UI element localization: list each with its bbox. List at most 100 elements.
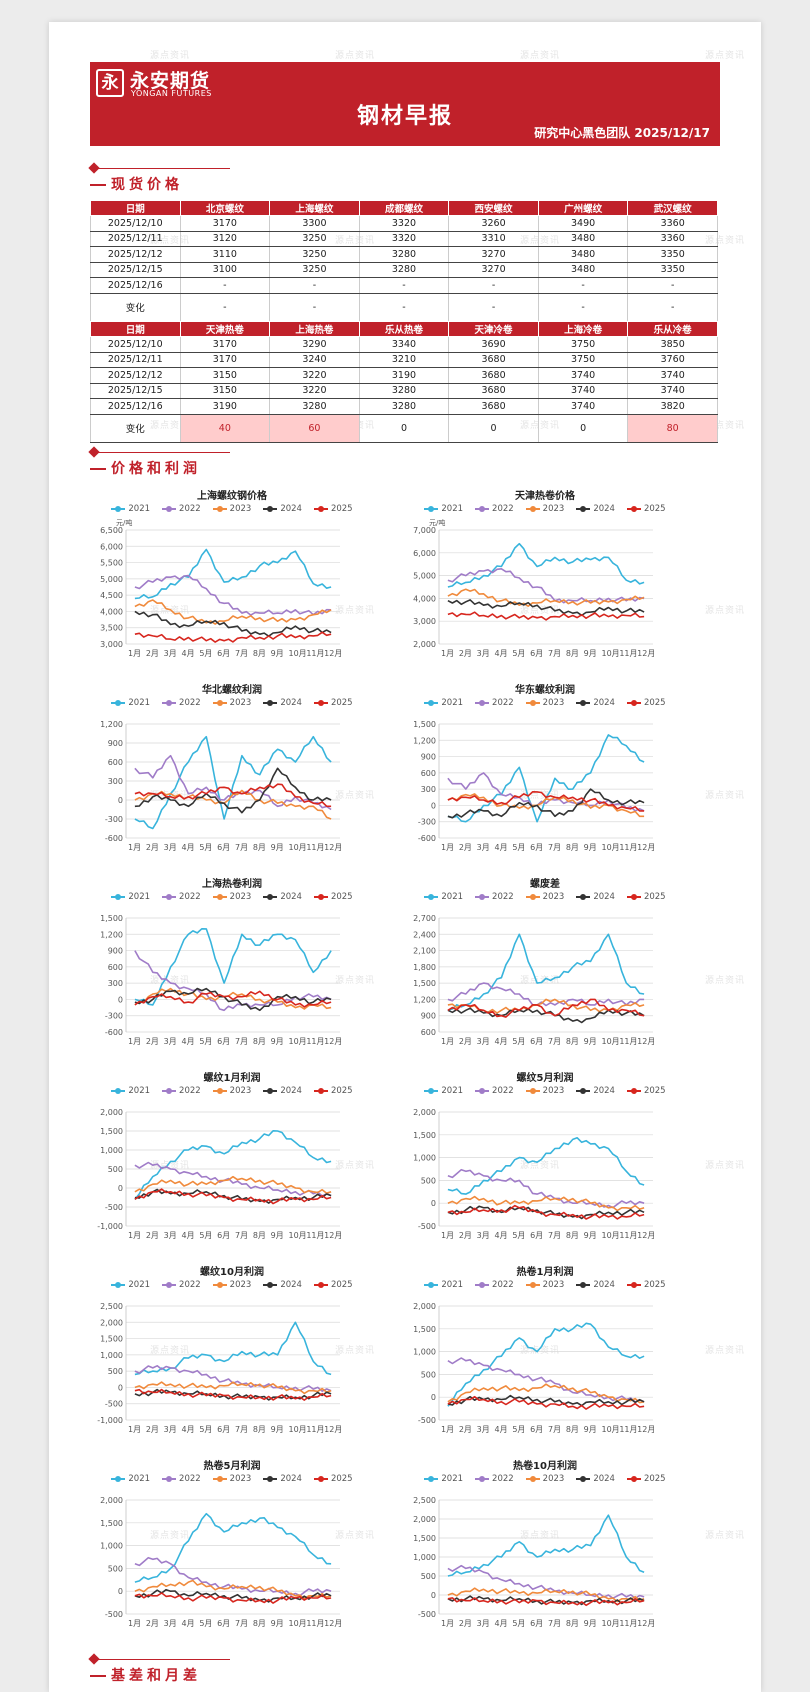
watermark-text: 源点资讯 — [150, 976, 191, 986]
x-tick-label: 7月 — [235, 649, 248, 658]
series-line-2023 — [447, 1587, 645, 1603]
watermark-text: 源点资讯 — [335, 1161, 376, 1171]
legend-label: 2023 — [229, 698, 252, 708]
series-line-2023 — [134, 1175, 332, 1194]
x-tick-label: 10月 — [289, 1231, 307, 1240]
legend-swatch — [313, 699, 328, 706]
chart-title: 螺纹5月利润 — [516, 1073, 574, 1084]
x-tick-label: 4月 — [182, 1037, 195, 1046]
legend-item: 2023 — [212, 504, 251, 514]
legend-item: 2021 — [424, 892, 463, 902]
series-line-2023 — [134, 789, 332, 820]
watermark-text: 源点资讯 — [150, 1531, 191, 1541]
yongan-logo-icon: 永 — [96, 69, 124, 97]
y-tick-label: 3,000 — [100, 640, 123, 649]
legend-item: 2024 — [263, 1474, 302, 1484]
x-tick-label: 7月 — [548, 649, 561, 658]
y-tick-label: 1,500 — [413, 1131, 436, 1140]
change-cell: 80 — [627, 413, 718, 443]
x-tick-label: 8月 — [253, 1619, 266, 1628]
legend-item: 2023 — [212, 1280, 251, 1290]
change-cell: - — [537, 292, 629, 322]
legend-item: 2022 — [475, 504, 514, 514]
watermark-text: 源点资讯 — [705, 791, 746, 801]
legend-swatch — [576, 699, 591, 706]
x-tick-label: 1月 — [128, 1619, 141, 1628]
y-tick-label: -500 — [105, 1400, 123, 1409]
series-line-2021 — [134, 1512, 332, 1583]
x-tick-label: 2月 — [459, 1425, 472, 1434]
y-tick-label: 1,200 — [100, 720, 123, 729]
line-chart: 螺废差 2021 2022 2023 2024 2025 2,700 2,400 2,100 1,… — [405, 875, 685, 1065]
legend-item: 2022 — [162, 892, 201, 902]
x-tick-label: 9月 — [584, 649, 597, 658]
x-tick-label: 6月 — [217, 649, 230, 658]
legend-item: 2024 — [576, 1280, 615, 1290]
legend-item: 2021 — [424, 1474, 463, 1484]
x-tick-label: 7月 — [235, 1619, 248, 1628]
legend-label: 2022 — [492, 1086, 514, 1096]
legend-label: 2024 — [593, 1474, 615, 1484]
legend-item: 2023 — [525, 698, 564, 708]
x-tick-label: 6月 — [217, 843, 230, 852]
y-tick-label: 900 — [108, 947, 123, 956]
series-line-2025 — [447, 791, 645, 812]
report-banner: 永 永安期货 YONGAN FUTURES 钢材早报 研究中心黑色团队 2025… — [90, 62, 720, 146]
y-tick-label: 2,100 — [413, 947, 436, 956]
legend-item: 2025 — [626, 1280, 666, 1290]
series-line-2022 — [447, 1168, 645, 1209]
table-cell: 3350 — [627, 246, 718, 263]
watermark-text: 源点资讯 — [705, 1531, 746, 1541]
legend-item: 2024 — [263, 1086, 302, 1096]
x-tick-label: 7月 — [235, 843, 248, 852]
x-tick-label: 12月 — [637, 1425, 655, 1434]
x-tick-label: 3月 — [477, 649, 490, 658]
table-row: 2025/12/11 3120 3250 3320 3310 3480 3360 — [90, 231, 718, 247]
legend-swatch — [424, 1475, 439, 1482]
y-tick-label: 500 — [108, 1165, 123, 1174]
legend-label: 2023 — [229, 1474, 252, 1484]
line-chart: 螺纹1月利润 2021 2022 2023 2024 2025 2,000 1,500 1,00… — [92, 1069, 372, 1259]
table-cell: 3260 — [448, 215, 539, 232]
change-cell: - — [448, 292, 539, 322]
legend-swatch — [626, 1087, 641, 1094]
y-tick-label: 0 — [118, 1383, 123, 1392]
y-tick-label: 500 — [421, 1370, 436, 1379]
table-cell: 2025/12/15 — [90, 262, 181, 278]
legend-swatch — [626, 1475, 641, 1482]
y-tick-label: -500 — [418, 1610, 436, 1619]
y-tick-label: 1,000 — [413, 1154, 436, 1163]
legend-item: 2023 — [212, 1474, 252, 1484]
legend-label: 2025 — [330, 1474, 353, 1484]
legend-label: 2023 — [542, 1086, 565, 1096]
x-tick-label: 7月 — [548, 1231, 561, 1240]
y-tick-label: 2,000 — [413, 1302, 436, 1311]
x-tick-label: 4月 — [182, 843, 195, 852]
legend-item: 2024 — [263, 698, 302, 708]
table-cell: 3190 — [358, 367, 450, 384]
chart-legend: 2021 2022 2023 2024 2025 — [92, 1086, 372, 1096]
watermark-text: 源点资讯 — [150, 1346, 191, 1356]
change-cell: - — [358, 292, 450, 322]
x-tick-label: 1月 — [441, 649, 454, 658]
series-line-2023 — [447, 588, 645, 607]
change-cell: 变化 — [90, 413, 181, 443]
x-tick-label: 12月 — [324, 1425, 342, 1434]
y-tick-label: -1,000 — [97, 1222, 123, 1231]
legend-label: 2022 — [179, 698, 201, 708]
legend-label: 2022 — [492, 1474, 514, 1484]
table-cell: 3250 — [269, 231, 360, 247]
y-tick-label: 1,000 — [100, 1542, 123, 1551]
x-tick-label: 11月 — [619, 1425, 637, 1434]
watermark-text: 源点资讯 — [335, 1346, 376, 1356]
table-cell: 3320 — [358, 215, 450, 232]
column-header: 上海冷卷 — [537, 321, 629, 337]
table-cell: 3340 — [358, 336, 450, 353]
series-line-2023 — [447, 1383, 645, 1404]
legend-label: 2024 — [280, 1280, 302, 1290]
chart-title: 热卷5月利润 — [203, 1461, 261, 1472]
legend-swatch — [475, 1281, 490, 1288]
section-header-spot: 现货价格 — [88, 161, 730, 193]
legend-label: 2022 — [492, 504, 514, 514]
y-tick-label: 900 — [421, 1012, 436, 1021]
